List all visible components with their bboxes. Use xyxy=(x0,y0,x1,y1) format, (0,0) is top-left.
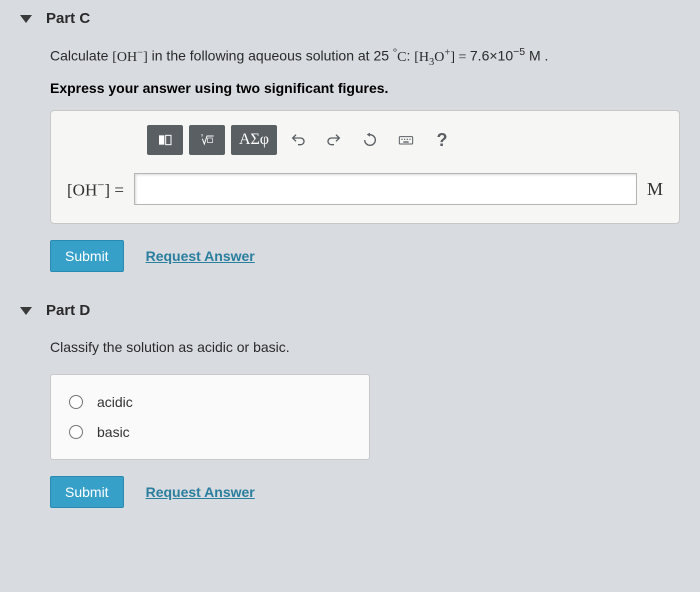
given-value: 7.6×10 xyxy=(470,48,513,64)
radio-acidic[interactable] xyxy=(69,395,83,409)
submit-row-c: Submit Request Answer xyxy=(50,240,680,272)
radio-label-acidic: acidic xyxy=(97,394,133,410)
request-answer-link[interactable]: Request Answer xyxy=(146,248,255,264)
formula-toolbar: x ΑΣφ ? xyxy=(147,125,663,155)
given-unit: M xyxy=(525,48,541,64)
request-answer-link-d[interactable]: Request Answer xyxy=(146,484,255,500)
template-button[interactable] xyxy=(147,125,183,155)
answer-box: x ΑΣφ ? [OH−] = M xyxy=(50,110,680,224)
greek-button[interactable]: ΑΣφ xyxy=(231,125,277,155)
svg-text:x: x xyxy=(201,133,204,138)
part-c-header[interactable]: Part C xyxy=(20,10,680,27)
root-button[interactable]: x xyxy=(189,125,225,155)
input-row: [OH−] = M xyxy=(67,173,663,205)
part-c-title: Part C xyxy=(46,10,90,27)
reset-button[interactable] xyxy=(355,125,385,155)
chevron-down-icon xyxy=(20,307,32,315)
part-c-prompt: Calculate [OH−] in the following aqueous… xyxy=(50,45,680,70)
radio-label-basic: basic xyxy=(97,424,130,440)
prompt-text: Calculate xyxy=(50,48,112,64)
answer-input[interactable] xyxy=(134,173,637,205)
part-c-section: Part C Calculate [OH−] in the following … xyxy=(50,10,680,272)
keyboard-button[interactable] xyxy=(391,125,421,155)
given-exp: −5 xyxy=(513,46,525,58)
part-c-instruction: Express your answer using two significan… xyxy=(50,80,680,96)
part-d-title: Part D xyxy=(46,302,90,319)
submit-row-d: Submit Request Answer xyxy=(50,476,680,508)
submit-button[interactable]: Submit xyxy=(50,240,124,272)
radio-option-acidic[interactable]: acidic xyxy=(69,387,351,417)
lhs-label: [OH−] = xyxy=(67,178,124,201)
radio-basic[interactable] xyxy=(69,425,83,439)
part-d-header[interactable]: Part D xyxy=(20,302,680,319)
help-button[interactable]: ? xyxy=(427,125,457,155)
part-d-prompt: Classify the solution as acidic or basic… xyxy=(50,337,680,358)
prompt-text-2: in the following aqueous solution at 25 xyxy=(148,48,393,64)
undo-button[interactable] xyxy=(283,125,313,155)
unit-label: M xyxy=(647,179,663,200)
radio-option-basic[interactable]: basic xyxy=(69,417,351,447)
submit-button-d[interactable]: Submit xyxy=(50,476,124,508)
chevron-down-icon xyxy=(20,15,32,23)
part-d-section: Part D Classify the solution as acidic o… xyxy=(50,302,680,508)
radio-box: acidic basic xyxy=(50,374,370,460)
redo-button[interactable] xyxy=(319,125,349,155)
